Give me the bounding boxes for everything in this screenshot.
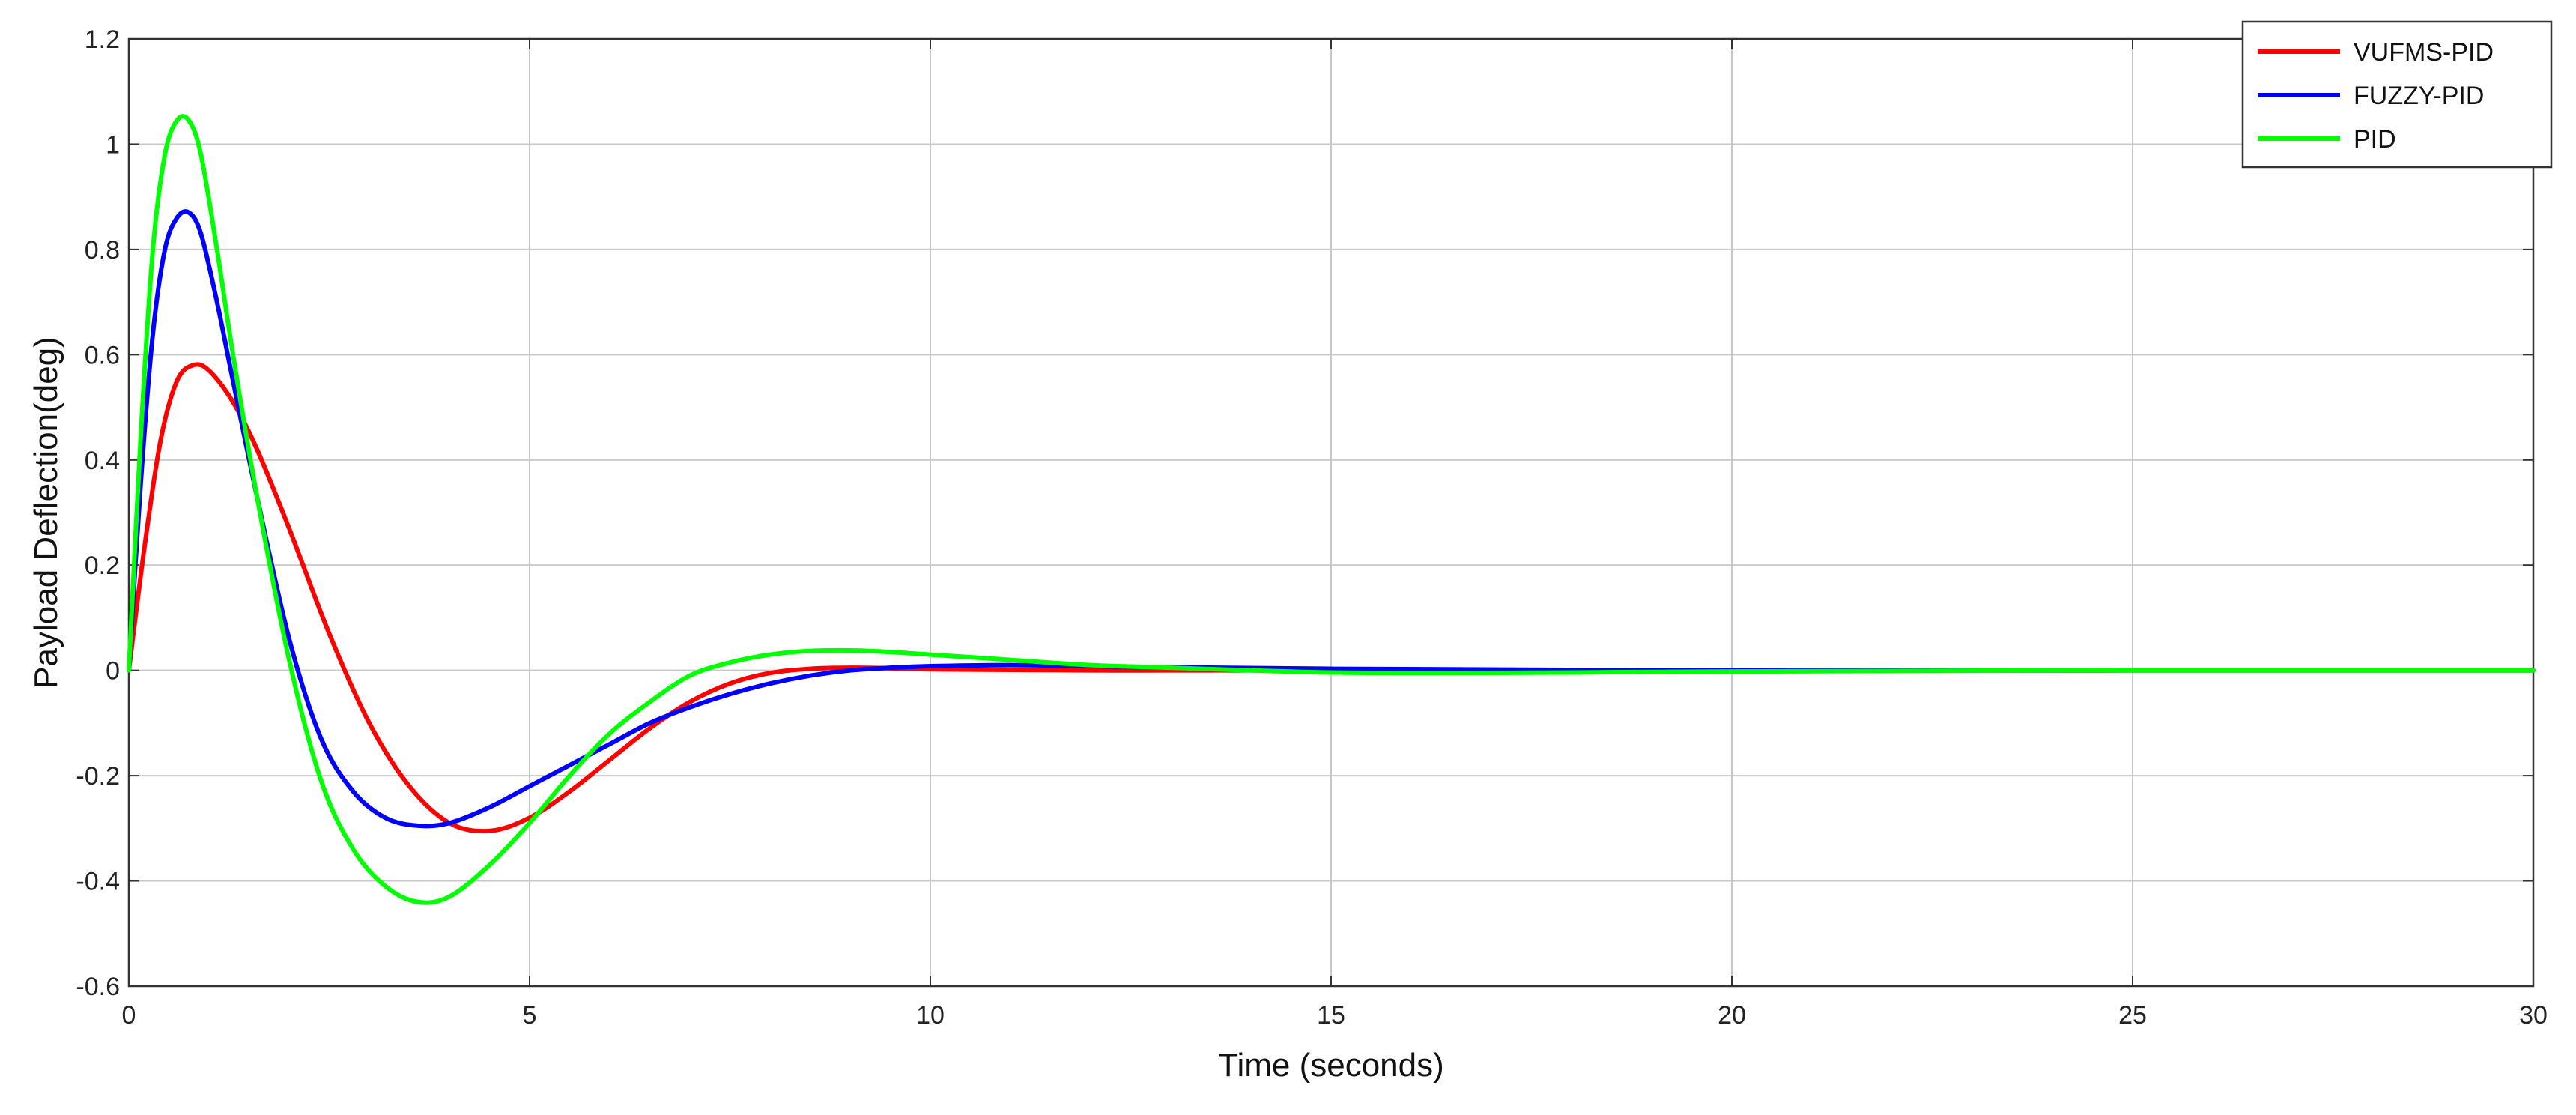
- x-tick-label: 0: [122, 1001, 136, 1030]
- y-tick-label: 1: [106, 130, 120, 159]
- grid-lines: [128, 38, 2534, 987]
- y-tick-label: -0.6: [76, 973, 120, 1001]
- y-tick-label: 0.4: [85, 447, 120, 475]
- y-tick-label: 0.2: [85, 552, 120, 580]
- y-tick-label: 0.8: [85, 236, 120, 265]
- series-line-pid: [127, 114, 2536, 905]
- y-axis-label: Payload Deflection(deg): [28, 336, 64, 689]
- x-axis-label: Time (seconds): [1218, 1047, 1444, 1084]
- x-tick-label: 30: [2519, 1001, 2548, 1030]
- x-tick-label: 5: [523, 1001, 537, 1030]
- series-layer: [127, 114, 2536, 905]
- y-tick-label: -0.4: [76, 868, 120, 896]
- x-tick-label: 15: [1317, 1001, 1345, 1030]
- y-tick-label: 1.2: [85, 25, 120, 54]
- y-tick-label: 0.6: [85, 341, 120, 369]
- y-tick-label: 0: [106, 657, 120, 686]
- x-tick-label: 20: [1718, 1001, 1746, 1030]
- legend-label-fuzzy-pid: FUZZY-PID: [2354, 82, 2484, 110]
- legend-label-pid: PID: [2354, 125, 2396, 154]
- legend: VUFMS-PID FUZZY-PID PID: [2241, 20, 2553, 169]
- y-tick-label: -0.2: [76, 762, 120, 791]
- series-line-fuzzy-pid: [127, 209, 2536, 829]
- x-tick-label: 10: [916, 1001, 945, 1030]
- axis-ticks: 0 5 10 15 20 25 30 -0.6 -0.4 -0.2 0 0.2 0.4 0.6 0.8 1 1.…: [76, 25, 2548, 1030]
- x-tick-label: 25: [2118, 1001, 2147, 1030]
- legend-label-vufms-pid: VUFMS-PID: [2354, 38, 2494, 67]
